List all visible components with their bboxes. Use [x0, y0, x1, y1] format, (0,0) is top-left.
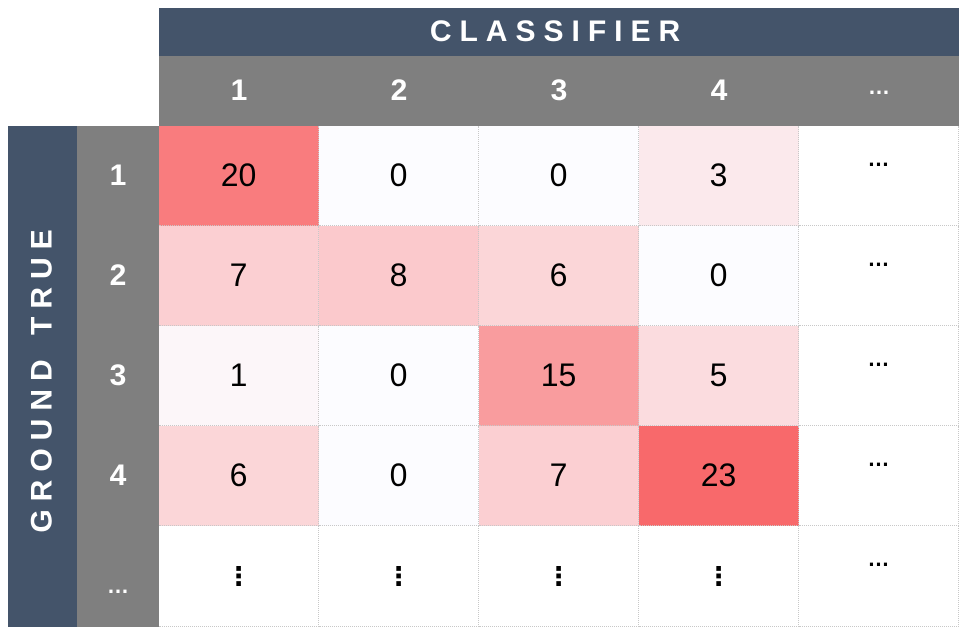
matrix-cell-r4-c3: 7 [479, 426, 639, 526]
column-header-3: 3 [550, 74, 568, 107]
matrix-cell-r1-c3: 0 [479, 126, 639, 226]
confusion-matrix-grid: 20 0 0 3… 7 8 6 0… 1 0 15 5… 6 0 7 23… ⋮ ⋮ ⋮ ⋮… [159, 126, 959, 627]
ellipsis-cell-bottom-c2: ⋮ [319, 526, 479, 627]
row-header-3: 3 [109, 359, 127, 392]
ellipsis-cell-r1: … [799, 126, 959, 226]
row-header-1: 1 [109, 159, 127, 192]
matrix-cell-r3-c2: 0 [319, 326, 479, 426]
row-header-5: … [107, 573, 129, 598]
ellipsis-cell-r4: … [799, 426, 959, 526]
ellipsis-cell-bottom-c1: ⋮ [159, 526, 319, 627]
column-header-4: 4 [710, 74, 728, 107]
matrix-cell-r2-c3: 6 [479, 226, 639, 326]
matrix-cell-r4-c2: 0 [319, 426, 479, 526]
column-header-5: … [868, 74, 890, 99]
matrix-cell-r1-c4: 3 [639, 126, 799, 226]
row-header-2: 2 [109, 259, 127, 292]
ground-true-label: GROUND TRUE [25, 220, 59, 533]
column-header-1: 1 [230, 74, 248, 107]
matrix-cell-r2-c4: 0 [639, 226, 799, 326]
ground-true-title: GROUND TRUE [8, 126, 77, 627]
ellipsis-cell-bottom-c4: ⋮ [639, 526, 799, 627]
matrix-cell-r3-c3: 15 [479, 326, 639, 426]
matrix-cell-r4-c1: 6 [159, 426, 319, 526]
classifier-title: CLASSIFIER [159, 8, 959, 56]
ellipsis-cell-corner: … [799, 526, 959, 627]
matrix-cell-r2-c1: 7 [159, 226, 319, 326]
row-header-4: 4 [109, 459, 127, 492]
column-header-row: 1 2 3 4 … [159, 56, 959, 126]
matrix-cell-r4-c4: 23 [639, 426, 799, 526]
matrix-cell-r2-c2: 8 [319, 226, 479, 326]
matrix-cell-r3-c1: 1 [159, 326, 319, 426]
matrix-cell-r1-c1: 20 [159, 126, 319, 226]
row-header-column: 1 2 3 4 … [77, 126, 159, 627]
ellipsis-cell-r3: … [799, 326, 959, 426]
column-header-2: 2 [390, 74, 408, 107]
ellipsis-cell-bottom-c3: ⋮ [479, 526, 639, 627]
matrix-cell-r3-c4: 5 [639, 326, 799, 426]
matrix-cell-r1-c2: 0 [319, 126, 479, 226]
ellipsis-cell-r2: … [799, 226, 959, 326]
